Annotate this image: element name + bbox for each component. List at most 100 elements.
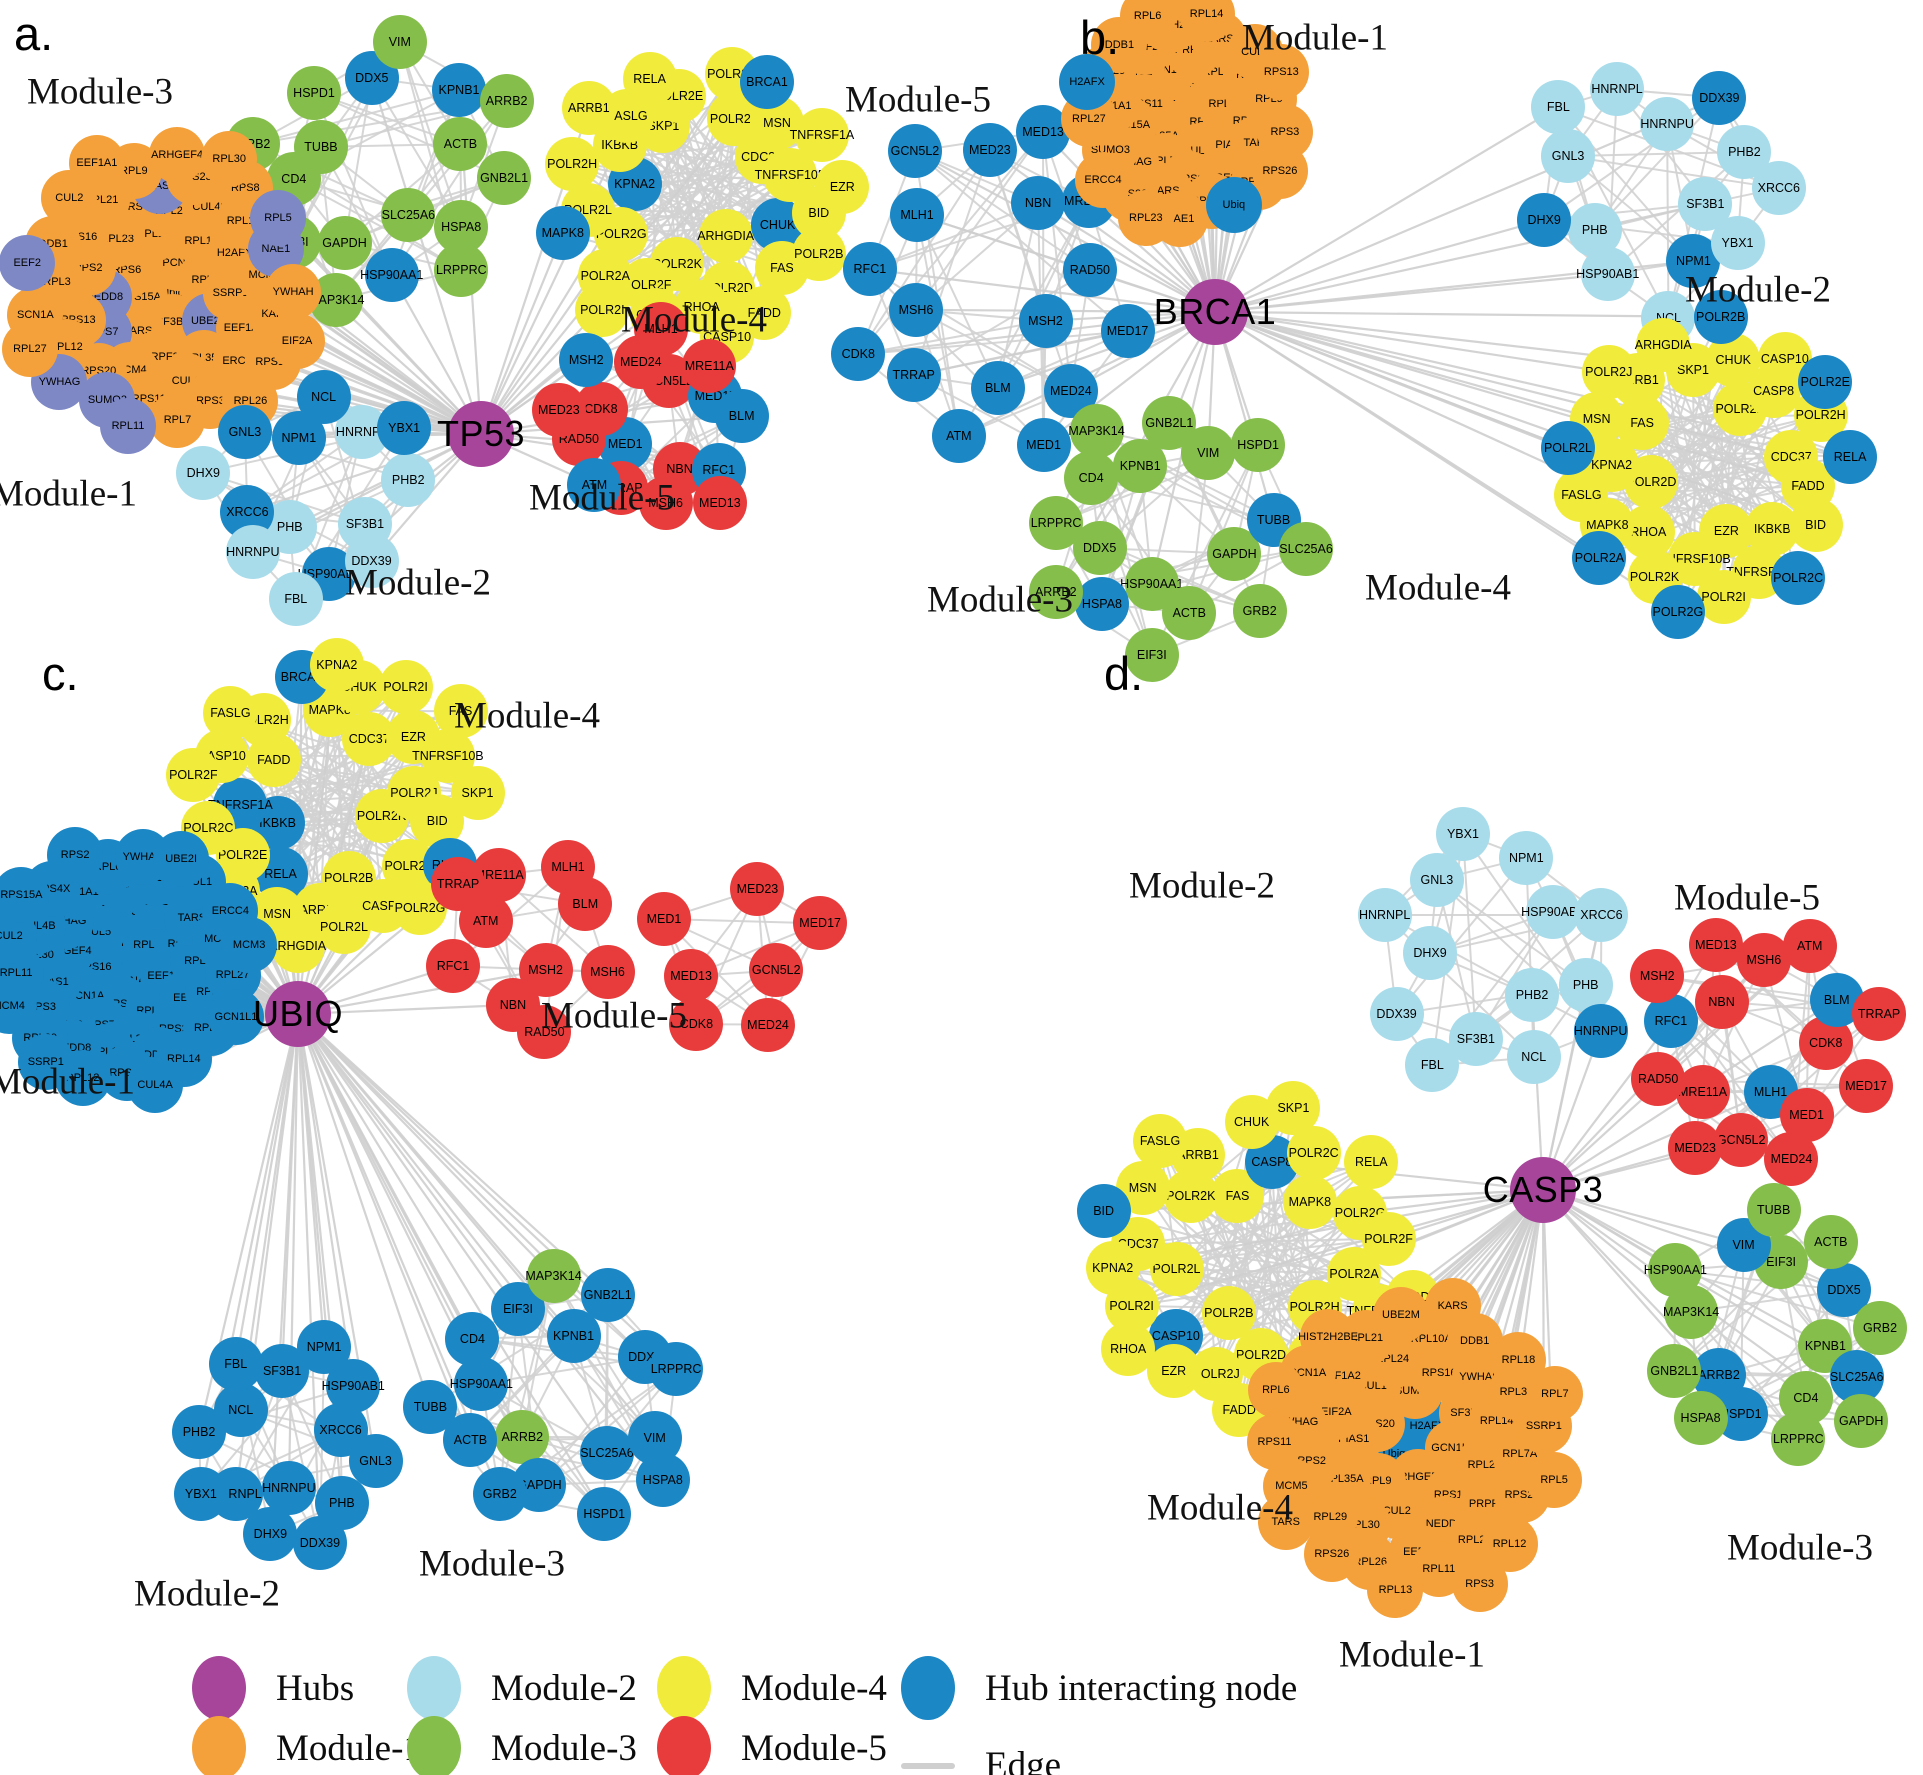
- gene-node[interactable]: MAP3K14: [525, 1249, 582, 1304]
- gene-node[interactable]: ARHGDIA: [697, 209, 754, 264]
- gene-node[interactable]: NPM1: [1499, 830, 1554, 885]
- gene-node[interactable]: ACTB: [1162, 586, 1217, 641]
- gene-node[interactable]: TUBB: [1746, 1182, 1801, 1237]
- gene-node[interactable]: MED1: [636, 891, 691, 946]
- gene-node[interactable]: TRRAP: [1852, 986, 1907, 1041]
- gene-node[interactable]: HSP90AB1: [1521, 884, 1584, 939]
- gene-node[interactable]: RPS11: [1246, 1413, 1303, 1470]
- gene-node[interactable]: RPL30: [201, 130, 258, 187]
- gene-node[interactable]: SLC25A6: [1279, 521, 1334, 576]
- gene-node[interactable]: RPL5: [1526, 1452, 1583, 1509]
- gene-node[interactable]: CUL4A: [127, 1056, 184, 1113]
- gene-node[interactable]: POLR2G: [1650, 584, 1705, 639]
- gene-node[interactable]: GNL3: [1541, 129, 1596, 184]
- hub-node[interactable]: TP53: [437, 401, 525, 467]
- gene-node[interactable]: MSH2: [1018, 293, 1073, 348]
- gene-node[interactable]: RPS2: [47, 826, 104, 883]
- gene-node[interactable]: SLC25A6: [381, 187, 436, 242]
- gene-node[interactable]: MED23: [531, 383, 586, 438]
- gene-node[interactable]: FBL: [268, 571, 323, 626]
- gene-node[interactable]: ATM: [931, 409, 986, 464]
- gene-node[interactable]: HSP90AA1: [360, 248, 423, 303]
- gene-node[interactable]: DDX39: [1369, 986, 1424, 1041]
- gene-node[interactable]: TUBB: [403, 1379, 458, 1434]
- gene-node[interactable]: CD4: [445, 1311, 500, 1366]
- hub-node[interactable]: BRCA1: [1154, 279, 1276, 345]
- gene-node[interactable]: NCL: [1506, 1030, 1561, 1085]
- gene-node[interactable]: DDX39: [1692, 70, 1747, 125]
- gene-node[interactable]: KPNA2: [1085, 1241, 1140, 1296]
- gene-node[interactable]: SKP1: [1266, 1080, 1321, 1135]
- gene-node[interactable]: MED13: [692, 476, 747, 531]
- gene-node[interactable]: TRRAP: [886, 348, 941, 403]
- gene-node[interactable]: MED23: [1668, 1120, 1723, 1175]
- gene-node[interactable]: Ubiq: [1205, 177, 1262, 234]
- gene-node[interactable]: GNB2L1: [580, 1268, 635, 1323]
- gene-node[interactable]: UBE2M: [1373, 1287, 1429, 1344]
- gene-node[interactable]: YWHAH: [265, 264, 322, 321]
- gene-node[interactable]: XRCC6: [1751, 161, 1806, 216]
- gene-node[interactable]: RPL7: [149, 391, 206, 448]
- gene-node[interactable]: TNFRSF1A: [790, 108, 854, 163]
- gene-node[interactable]: POLR2I: [378, 660, 433, 715]
- gene-node[interactable]: HIST2H2BE: [1298, 1308, 1358, 1365]
- gene-node[interactable]: ARRB2: [495, 1409, 550, 1464]
- gene-node[interactable]: MLH1: [890, 187, 944, 242]
- gene-node[interactable]: GCN5L2: [1714, 1113, 1769, 1168]
- gene-node[interactable]: POLR2B: [791, 226, 846, 281]
- gene-node[interactable]: HSPA8: [1673, 1391, 1728, 1446]
- gene-node[interactable]: MSH6: [888, 282, 943, 337]
- gene-node[interactable]: POLR2A: [1572, 530, 1627, 585]
- gene-node[interactable]: BLM: [970, 360, 1025, 415]
- gene-node[interactable]: POLR2H: [545, 136, 600, 191]
- gene-node[interactable]: HSP90AB1: [1576, 247, 1639, 302]
- gene-node[interactable]: RPL5: [250, 189, 307, 246]
- gene-node[interactable]: ARRB1: [561, 81, 616, 136]
- gene-node[interactable]: GAPDH: [1834, 1393, 1889, 1448]
- gene-node[interactable]: MAP3K14: [1068, 403, 1125, 458]
- gene-node[interactable]: GRB2: [1232, 583, 1287, 638]
- gene-node[interactable]: POLR2E: [1798, 354, 1853, 409]
- gene-node[interactable]: RHOA: [1101, 1321, 1156, 1376]
- gene-node[interactable]: ERCC4: [1075, 152, 1132, 209]
- gene-node[interactable]: GNB2L1: [1647, 1343, 1702, 1398]
- gene-node[interactable]: MLH1: [541, 839, 596, 894]
- gene-node[interactable]: RPS26: [1251, 142, 1308, 199]
- gene-node[interactable]: RELA: [1823, 429, 1878, 484]
- gene-node[interactable]: POLR2L: [317, 900, 371, 955]
- gene-node[interactable]: POLR2C: [1771, 550, 1826, 605]
- gene-node[interactable]: GNL3: [217, 404, 272, 459]
- gene-node[interactable]: PHB2: [1505, 968, 1560, 1023]
- gene-node[interactable]: HSP90AA1: [450, 1357, 513, 1411]
- gene-node[interactable]: RPL11: [99, 397, 156, 454]
- gene-node[interactable]: MED23: [962, 123, 1017, 178]
- gene-node[interactable]: MAPK8: [535, 206, 590, 261]
- gene-node[interactable]: ARHGEF4: [149, 126, 206, 183]
- gene-node[interactable]: ARHGDIA: [269, 919, 326, 974]
- gene-node[interactable]: BLM: [714, 388, 769, 443]
- gene-node[interactable]: HSPA8: [635, 1453, 690, 1508]
- gene-node[interactable]: GRB2: [472, 1467, 527, 1522]
- gene-node[interactable]: HNRNPL: [1357, 888, 1412, 943]
- gene-node[interactable]: MAPK8: [1282, 1174, 1337, 1229]
- gene-node[interactable]: MED24: [741, 997, 796, 1052]
- gene-node[interactable]: YBX1: [1435, 806, 1490, 861]
- gene-node[interactable]: MSH2: [559, 332, 614, 387]
- gene-node[interactable]: RELA: [622, 52, 677, 107]
- gene-node[interactable]: YBX1: [173, 1466, 228, 1521]
- gene-node[interactable]: POLR2J: [1581, 345, 1636, 400]
- gene-node[interactable]: KARS: [1424, 1278, 1481, 1335]
- gene-node[interactable]: RAD50: [1631, 1052, 1686, 1107]
- gene-node[interactable]: BID: [1788, 498, 1843, 553]
- hub-node[interactable]: UBIQ: [253, 981, 343, 1047]
- gene-node[interactable]: NBN: [1694, 974, 1749, 1029]
- gene-node[interactable]: SLC25A6: [579, 1426, 634, 1481]
- gene-node[interactable]: POLR2F: [1361, 1211, 1416, 1266]
- gene-node[interactable]: GNB2L1: [1142, 395, 1197, 450]
- gene-node[interactable]: HSPD1: [287, 65, 342, 120]
- gene-node[interactable]: EZR: [1146, 1343, 1201, 1398]
- gene-node[interactable]: YBX1: [1710, 216, 1765, 271]
- gene-node[interactable]: RPL23: [1117, 190, 1174, 247]
- gene-node[interactable]: HNRNPU: [225, 525, 280, 580]
- gene-node[interactable]: GCN5L2: [887, 124, 942, 179]
